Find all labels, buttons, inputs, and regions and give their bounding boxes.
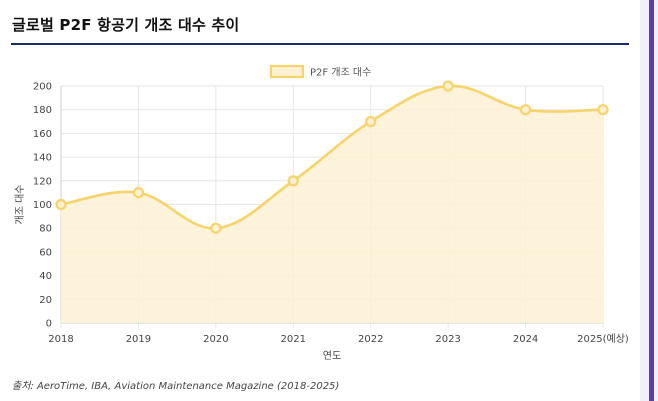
data-point: [132, 187, 145, 199]
source-note: 출처: AeroTime, IBA, Aviation Maintenance …: [12, 381, 340, 392]
x-tick-label: 2020: [203, 334, 228, 345]
y-tick-label: 0: [46, 319, 52, 330]
x-tick-label: 2019: [126, 334, 151, 345]
data-point: [442, 80, 454, 92]
y-tick-label: 180: [33, 105, 52, 116]
line-area-chart: 0 20 40 60 80 100 120 140 160 180 200 2018 2019 2020 2…: [14, 64, 629, 362]
y-axis-title: 개조 대수: [14, 185, 26, 225]
x-tick-label: 2021: [281, 334, 306, 345]
x-tick-label: 2018: [48, 334, 73, 345]
x-tick-label: 2022: [358, 334, 383, 345]
x-tick-label: 2024: [513, 334, 538, 345]
y-tick-label: 100: [33, 200, 52, 211]
y-tick-label: 200: [33, 82, 52, 93]
data-point: [55, 198, 67, 211]
y-tick-label: 40: [39, 271, 52, 282]
data-point: [210, 222, 222, 234]
y-tick-label: 20: [39, 295, 52, 306]
legend-label: P2F 개조 대수: [310, 67, 371, 79]
data-point: [597, 104, 609, 116]
scroll-track[interactable]: [640, 0, 658, 401]
data-point: [365, 115, 377, 128]
scroll-thumb[interactable]: [649, 0, 654, 401]
series-line: [60, 84, 604, 230]
y-tick-label: 60: [39, 247, 52, 258]
data-point: [287, 175, 299, 187]
y-tick-label: 160: [33, 129, 52, 140]
chart-card: 글로벌 P2F 항공기 개조 대수 추이 0 20 40 60 80 100 120 140 1…: [11, 16, 629, 392]
x-axis-title: 연도: [323, 350, 341, 362]
series-area: [61, 85, 603, 323]
chart-title: 글로벌 P2F 항공기 개조 대수 추이: [12, 16, 240, 34]
legend-swatch: [269, 64, 305, 79]
title-divider: [11, 43, 629, 45]
y-tick-label: 80: [39, 224, 52, 235]
x-tick-label: 2025(예상): [577, 333, 629, 345]
x-tick-label: 2023: [435, 334, 460, 345]
data-point: [519, 104, 532, 116]
y-tick-label: 120: [33, 176, 52, 187]
y-tick-label: 140: [33, 153, 52, 164]
